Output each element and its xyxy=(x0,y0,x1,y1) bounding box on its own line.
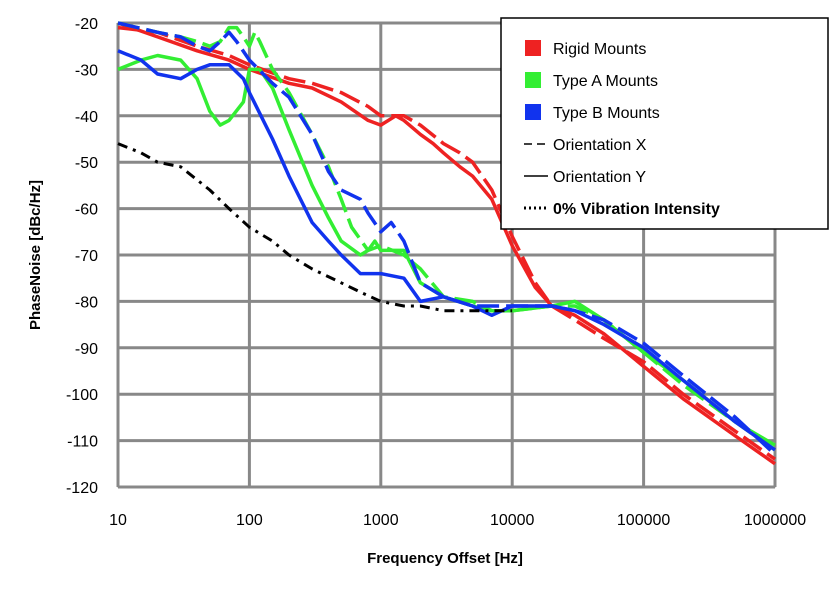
series-layer xyxy=(117,21,777,466)
y-tick-label: -110 xyxy=(67,434,98,451)
legend-label-3: Orientation X xyxy=(553,137,647,154)
legend-swatch-1 xyxy=(525,72,541,88)
legend-label-1: Type A Mounts xyxy=(553,73,658,90)
series-line-5 xyxy=(117,21,777,456)
x-tick-label: 100000 xyxy=(617,512,670,529)
x-tick-label: 10000 xyxy=(490,512,535,529)
y-axis-title: PhaseNoise [dBc/Hz] xyxy=(27,180,44,330)
y-tick-label: -80 xyxy=(75,294,98,311)
legend: Rigid Mounts Type A Mounts Type B Mounts Or… xyxy=(500,17,829,230)
y-axis-ticks: -20 -30 -40 -50 -60 -70 -80 -90 -100 -110 -120 xyxy=(66,16,98,497)
y-tick-label: -90 xyxy=(75,341,98,358)
y-tick-label: -60 xyxy=(75,202,98,219)
legend-box xyxy=(500,17,829,230)
x-tick-label: 1000 xyxy=(363,512,399,529)
series-line-6 xyxy=(117,142,513,313)
series-line-2 xyxy=(117,53,776,447)
legend-label-4: Orientation Y xyxy=(553,169,646,186)
x-tick-label: 1000000 xyxy=(744,512,806,529)
x-tick-label: 100 xyxy=(236,512,263,529)
legend-swatch-0 xyxy=(525,40,541,56)
plot-area-border xyxy=(117,22,776,488)
y-tick-label: -20 xyxy=(75,16,98,33)
legend-swatch-2 xyxy=(525,104,541,120)
legend-label-5: 0% Vibration Intensity xyxy=(553,201,720,218)
series-line-3 xyxy=(117,21,777,452)
y-tick-label: -120 xyxy=(66,480,98,497)
y-tick-label: -100 xyxy=(66,387,98,404)
y-tick-label: -40 xyxy=(75,109,98,126)
legend-label-2: Type B Mounts xyxy=(553,105,660,122)
legend-label-0: Rigid Mounts xyxy=(553,41,646,58)
x-axis-title: Frequency Offset [Hz] xyxy=(367,550,523,567)
y-tick-label: -30 xyxy=(75,62,98,79)
x-tick-label: 10 xyxy=(109,512,127,529)
y-tick-label: -70 xyxy=(75,248,98,265)
series-line-1 xyxy=(117,25,777,461)
y-tick-label: -50 xyxy=(75,155,98,172)
x-axis-ticks: 10 100 1000 10000 100000 1000000 xyxy=(109,512,806,529)
